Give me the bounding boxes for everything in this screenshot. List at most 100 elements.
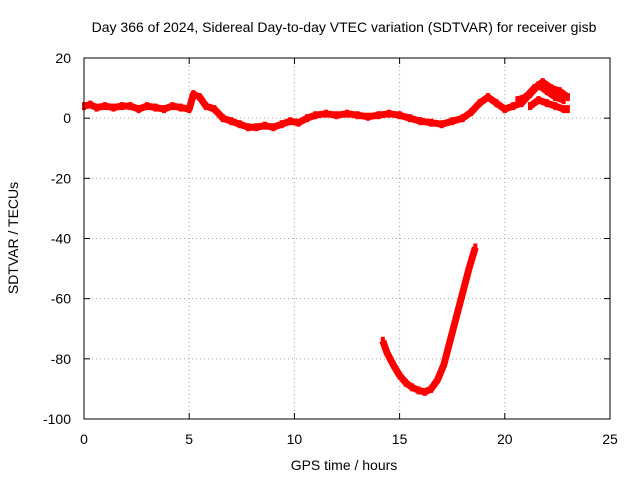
series-line	[379, 246, 479, 396]
data-point	[334, 111, 339, 120]
data-point	[197, 93, 202, 102]
data-point	[565, 93, 570, 102]
data-point	[502, 105, 507, 114]
data-point	[187, 105, 192, 114]
data-point	[519, 99, 524, 108]
data-point	[410, 383, 415, 392]
y-tick-label: -40	[51, 231, 71, 247]
data-point	[237, 120, 242, 129]
data-point	[460, 114, 465, 123]
data-point	[561, 96, 566, 105]
data-point	[549, 84, 554, 93]
x-tick-label: 25	[602, 431, 618, 447]
data-series	[82, 78, 570, 396]
data-point	[561, 105, 566, 114]
data-point	[387, 109, 392, 118]
y-tick-labels: -100 -80 -60 -40 -20 0 20	[43, 50, 71, 427]
y-axis-label: SDTVAR / TECUs	[5, 182, 21, 294]
y-tick-label: 0	[63, 110, 71, 126]
data-point	[416, 386, 421, 395]
data-point	[380, 336, 385, 345]
data-point	[288, 117, 293, 126]
data-point	[494, 99, 499, 108]
data-point	[313, 111, 318, 120]
data-point	[450, 117, 455, 126]
y-tick-label: -20	[51, 170, 71, 186]
data-point	[178, 103, 183, 112]
data-point	[422, 387, 427, 396]
data-point	[469, 108, 474, 117]
data-point	[528, 102, 532, 111]
data-point	[403, 378, 408, 387]
data-point	[532, 84, 537, 93]
data-point	[565, 105, 570, 114]
data-point	[170, 102, 175, 111]
data-point	[486, 93, 490, 102]
data-point	[460, 288, 465, 297]
data-point	[279, 120, 284, 129]
data-point	[467, 264, 471, 273]
data-point	[515, 96, 520, 105]
x-tick-label: 5	[185, 431, 193, 447]
y-tick-label: 20	[55, 50, 71, 66]
data-point	[103, 102, 107, 111]
data-point	[136, 105, 141, 114]
data-point	[429, 118, 434, 127]
data-point	[355, 111, 360, 120]
data-point	[145, 102, 150, 111]
data-point	[324, 109, 328, 118]
data-point	[229, 117, 234, 126]
y-tick-label: -60	[51, 291, 71, 307]
data-point	[540, 78, 545, 87]
data-point	[191, 90, 196, 99]
data-point	[262, 121, 267, 130]
data-point	[111, 103, 116, 112]
data-point	[119, 102, 124, 111]
data-point	[408, 114, 413, 123]
data-point	[212, 105, 217, 114]
x-tick-label: 15	[392, 431, 408, 447]
data-point	[220, 114, 225, 123]
data-point	[536, 96, 541, 105]
data-point	[397, 371, 402, 380]
data-point	[553, 102, 558, 111]
data-point	[153, 103, 158, 112]
y-tick-label: -100	[43, 411, 71, 427]
data-point	[88, 100, 93, 109]
data-point	[473, 243, 478, 252]
data-point	[366, 112, 370, 121]
data-point	[94, 103, 99, 112]
data-point	[523, 93, 528, 102]
data-point	[162, 105, 166, 114]
x-tick-label: 20	[497, 431, 513, 447]
data-point	[429, 384, 434, 393]
data-point	[435, 375, 440, 384]
data-point	[557, 87, 562, 96]
data-point	[418, 117, 423, 126]
x-tick-labels: 0 5 10 15 20 25	[80, 431, 618, 447]
data-point	[204, 102, 208, 111]
data-point	[477, 99, 482, 108]
data-point	[271, 123, 276, 132]
chart-title: Day 366 of 2024, Sidereal Day-to-day VTE…	[92, 19, 597, 35]
data-point	[439, 120, 444, 129]
x-axis-label: GPS time / hours	[291, 457, 398, 473]
data-point	[448, 336, 453, 345]
data-point	[254, 123, 259, 132]
x-tick-label: 0	[80, 431, 88, 447]
tick-marks	[83, 57, 611, 420]
data-point	[376, 111, 381, 120]
data-point	[385, 348, 389, 357]
data-point	[454, 312, 459, 321]
data-point	[441, 360, 446, 369]
data-point	[553, 93, 558, 102]
data-point	[305, 114, 309, 123]
data-point	[246, 123, 251, 132]
data-point	[544, 87, 549, 96]
y-tick-label: -80	[51, 351, 71, 367]
data-point	[345, 109, 349, 118]
data-point	[128, 102, 133, 111]
data-point	[296, 118, 301, 127]
data-point	[544, 99, 549, 108]
